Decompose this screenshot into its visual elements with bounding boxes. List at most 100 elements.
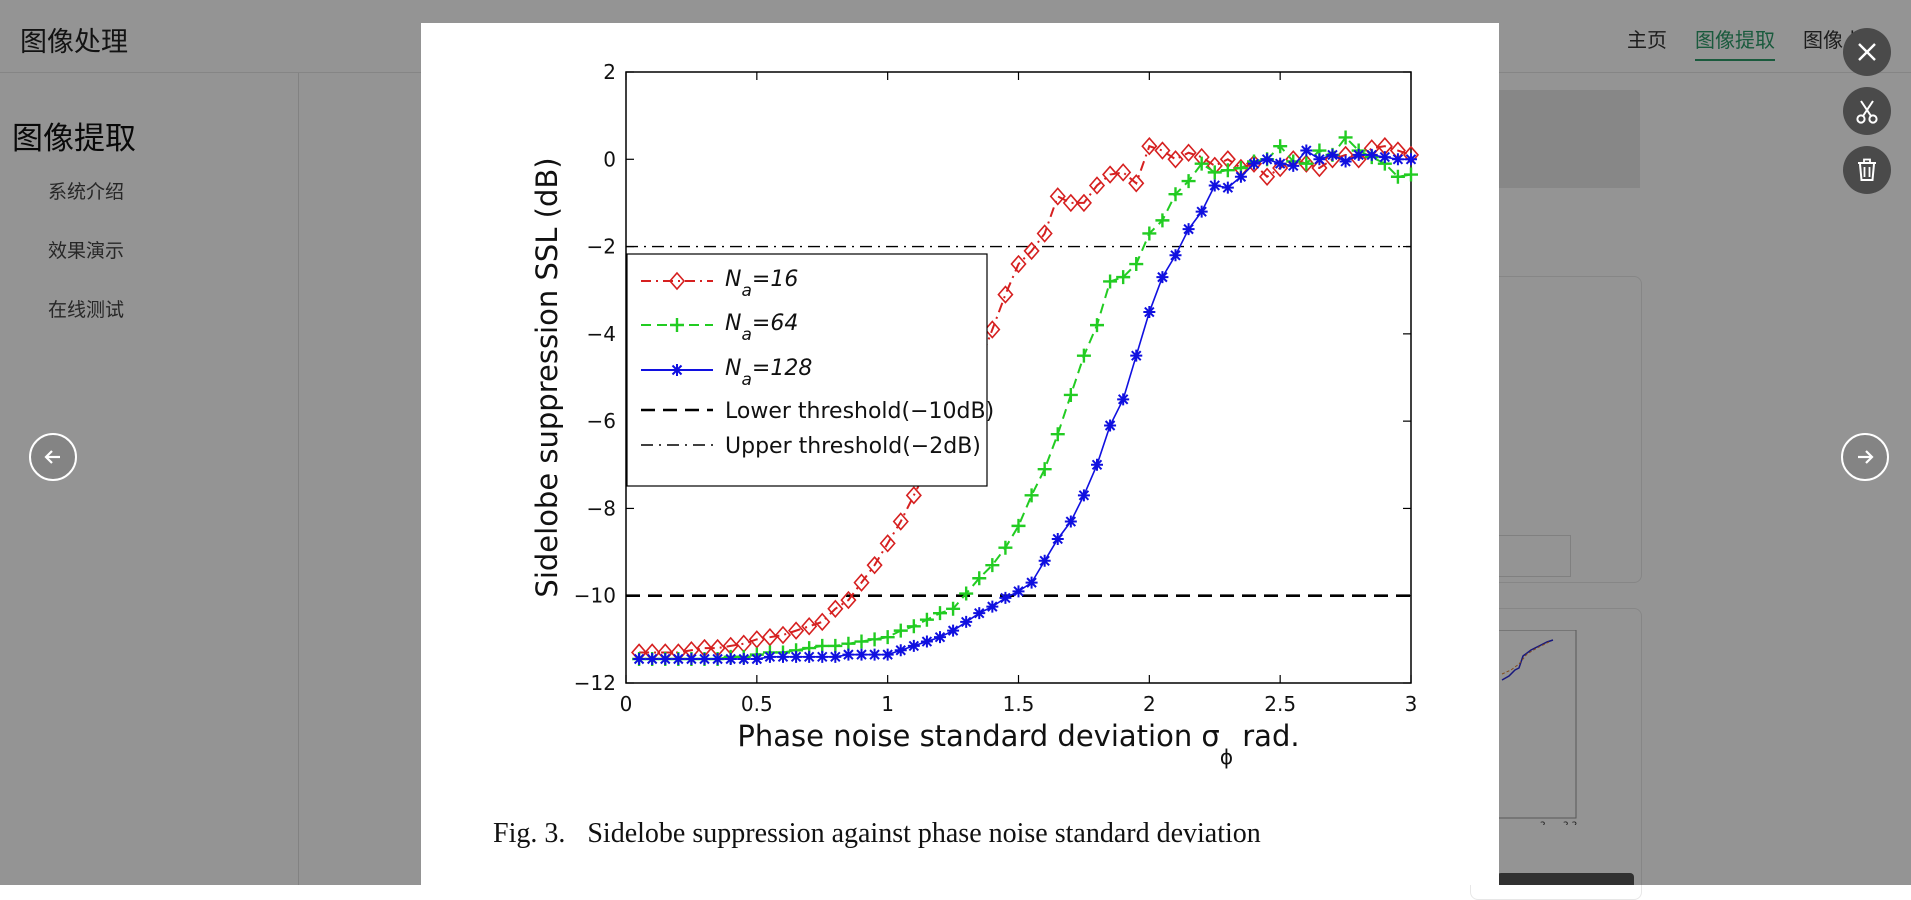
series-point-2 [829, 650, 842, 663]
series-point-1 [1155, 213, 1170, 228]
series-point-0 [997, 285, 1014, 304]
series-point-0 [1154, 141, 1171, 160]
series-point-0 [1272, 158, 1289, 178]
series-point-1 [1338, 130, 1353, 145]
series-point-0 [1075, 193, 1092, 213]
series-point-2 [947, 624, 960, 637]
series-point-2 [1051, 532, 1064, 545]
series-point-0 [801, 617, 818, 636]
series-point-2 [777, 650, 789, 663]
series-point-1 [1024, 488, 1039, 503]
series-point-0 [814, 612, 831, 632]
series-point-1 [1194, 156, 1209, 171]
series-point-2 [868, 648, 881, 661]
series-point-2 [1221, 181, 1234, 194]
series-point-2 [1405, 153, 1417, 166]
series-point-2 [1182, 223, 1195, 236]
series-point-2 [973, 607, 986, 620]
series-point-2 [1300, 144, 1313, 157]
series-point-2 [1378, 151, 1391, 164]
series-point-1 [1090, 318, 1104, 333]
series-point-2 [1391, 153, 1404, 166]
series-point-0 [1115, 163, 1132, 182]
series-point-1 [841, 636, 856, 651]
prev-image-button[interactable] [29, 433, 77, 481]
legend-marker [668, 271, 686, 291]
series-point-0 [1141, 136, 1158, 156]
close-button[interactable] [1843, 28, 1891, 76]
nav-item-home[interactable]: 主页 [1627, 28, 1667, 52]
series-point-1 [880, 630, 895, 645]
series-point-2 [960, 615, 973, 628]
series-point-2 [1156, 271, 1169, 284]
series-point-0 [1049, 187, 1066, 206]
series-point-2 [659, 652, 672, 665]
next-image-button[interactable] [1841, 433, 1889, 481]
series-point-2 [1365, 148, 1378, 161]
series-point-1 [998, 540, 1013, 555]
series-point-0 [853, 573, 870, 592]
series-point-0 [1010, 254, 1027, 274]
series-point-1 [815, 638, 830, 653]
content-input[interactable] [1497, 535, 1571, 577]
crop-button[interactable] [1843, 87, 1891, 135]
sidebar-item-online-test[interactable]: 在线测试 [48, 299, 125, 321]
y-tick-label: −10 [574, 584, 616, 608]
series-point-2 [1287, 159, 1300, 172]
y-axis-label: Sidelobe suppression SSL (dB) [530, 157, 564, 597]
series-point-2 [1104, 419, 1117, 432]
series-point-1 [906, 619, 921, 634]
scissors-icon [1856, 100, 1878, 124]
series-point-0 [1167, 150, 1184, 169]
y-tick-label: 2 [603, 60, 616, 84]
legend-label: Na=16 [725, 267, 798, 301]
series-point-1 [1220, 163, 1235, 178]
close-icon [1858, 43, 1876, 61]
series-point-2 [1038, 554, 1051, 567]
result-thumbnail: 2 2.2 [1497, 630, 1577, 825]
series-point-0 [1180, 143, 1197, 162]
series-point-1 [1063, 387, 1078, 402]
series-point-2 [672, 652, 685, 665]
series-point-1 [1207, 165, 1222, 180]
series-point-1 [933, 606, 947, 621]
series-point-1 [1299, 156, 1314, 171]
series-point-1 [1103, 274, 1118, 289]
arrow-right-icon [1858, 450, 1874, 464]
x-tick-label: 0.5 [741, 692, 773, 716]
series-point-2 [711, 652, 724, 665]
sidebar-item-demo[interactable]: 效果演示 [48, 240, 125, 262]
series-point-2 [855, 648, 868, 661]
series-point-1 [1168, 187, 1183, 202]
content-footer-bar [1497, 873, 1634, 885]
x-tick-label: 3 [1405, 692, 1418, 716]
series-point-2 [842, 648, 855, 661]
x-tick-label: 2 [1143, 692, 1156, 716]
series-point-1 [959, 586, 974, 601]
delete-button[interactable] [1843, 146, 1891, 194]
series-point-2 [1352, 148, 1365, 161]
series-point-0 [1298, 154, 1315, 173]
y-tick-label: 0 [603, 147, 616, 171]
series-point-2 [633, 652, 646, 665]
series-point-1 [1390, 169, 1405, 184]
series-point-0 [1062, 193, 1079, 213]
nav-item-image-extract[interactable]: 图像提取 [1695, 24, 1775, 61]
series-point-2 [646, 652, 659, 665]
series-point-2 [1117, 393, 1130, 406]
legend-marker [670, 318, 684, 332]
series-point-1 [1142, 226, 1157, 241]
series-point-2 [1025, 576, 1038, 589]
series-point-0 [1259, 167, 1276, 186]
app-title: 图像处理 [20, 27, 128, 58]
series-point-0 [905, 486, 922, 505]
series-point-0 [1023, 241, 1040, 261]
sidebar-item-intro[interactable]: 系统介绍 [48, 181, 125, 203]
legend-label: Upper threshold(−2dB) [725, 434, 981, 459]
viewer-image: 0 0.5 1 1.5 2 2.5 3 −12 −10 −8 −6 −4 −2 0 2 Sidelobe su… [421, 23, 1499, 885]
series-point-2 [816, 650, 829, 663]
series-point-1 [1116, 270, 1131, 285]
series-point-2 [1091, 458, 1103, 471]
series-point-0 [761, 627, 778, 647]
series-point-0 [1036, 224, 1053, 243]
